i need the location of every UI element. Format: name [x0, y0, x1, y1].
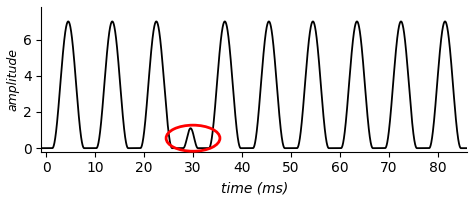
Y-axis label: amplitude: amplitude — [7, 48, 20, 111]
X-axis label: time (ms): time (ms) — [220, 181, 288, 195]
